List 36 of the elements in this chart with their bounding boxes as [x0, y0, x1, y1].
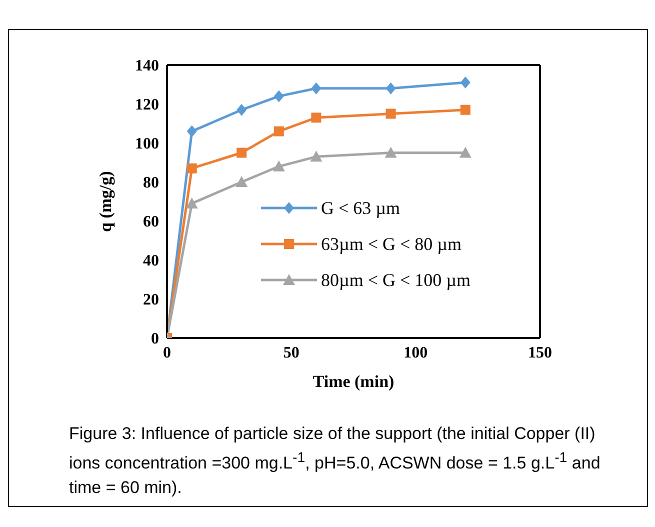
point — [236, 176, 248, 187]
point — [272, 160, 285, 172]
x-tick-label: 100 — [404, 344, 428, 362]
point — [386, 82, 396, 94]
x-tick-label: 50 — [283, 344, 300, 362]
y-tick-label: 100 — [135, 136, 159, 153]
point — [274, 90, 284, 102]
point — [311, 112, 322, 123]
point — [310, 150, 322, 162]
point — [386, 108, 396, 119]
x-axis-title: Time (min) — [312, 372, 394, 391]
point — [459, 146, 472, 158]
y-tick-label: 20 — [143, 292, 159, 309]
y-tick-label: 40 — [143, 252, 159, 270]
point — [460, 104, 470, 115]
y-tick-label: 0 — [151, 330, 159, 348]
point — [311, 82, 322, 94]
legend-label: 80µm < G < 100 µm — [321, 270, 471, 290]
y-tick-label: 60 — [143, 214, 159, 231]
x-tick-label: 150 — [528, 344, 552, 362]
point — [274, 126, 284, 136]
x-tick-label: 0 — [163, 344, 171, 362]
y-tick-label: 80 — [143, 174, 159, 192]
point — [236, 148, 247, 158]
legend-label: 63µm < G < 80 µm — [321, 234, 462, 254]
legend-label: G < 63 µm — [321, 198, 400, 218]
point — [186, 125, 197, 138]
point — [460, 76, 470, 89]
y-tick-label: 140 — [135, 58, 159, 75]
point — [186, 163, 197, 174]
y-tick-label: 120 — [135, 96, 159, 114]
point — [236, 104, 247, 116]
y-axis-title: q (mg/g) — [96, 171, 116, 232]
text: Figure 3: Influence of particle size of the support (the initial Copper (II) ions concentration =300 mg.L$^{-1}$, pH=5.0, ACSWN dose = 1.5 g.L$^{-1}$ and time = 60 min). — [69, 424, 600, 497]
point — [186, 197, 198, 208]
point — [384, 146, 397, 158]
